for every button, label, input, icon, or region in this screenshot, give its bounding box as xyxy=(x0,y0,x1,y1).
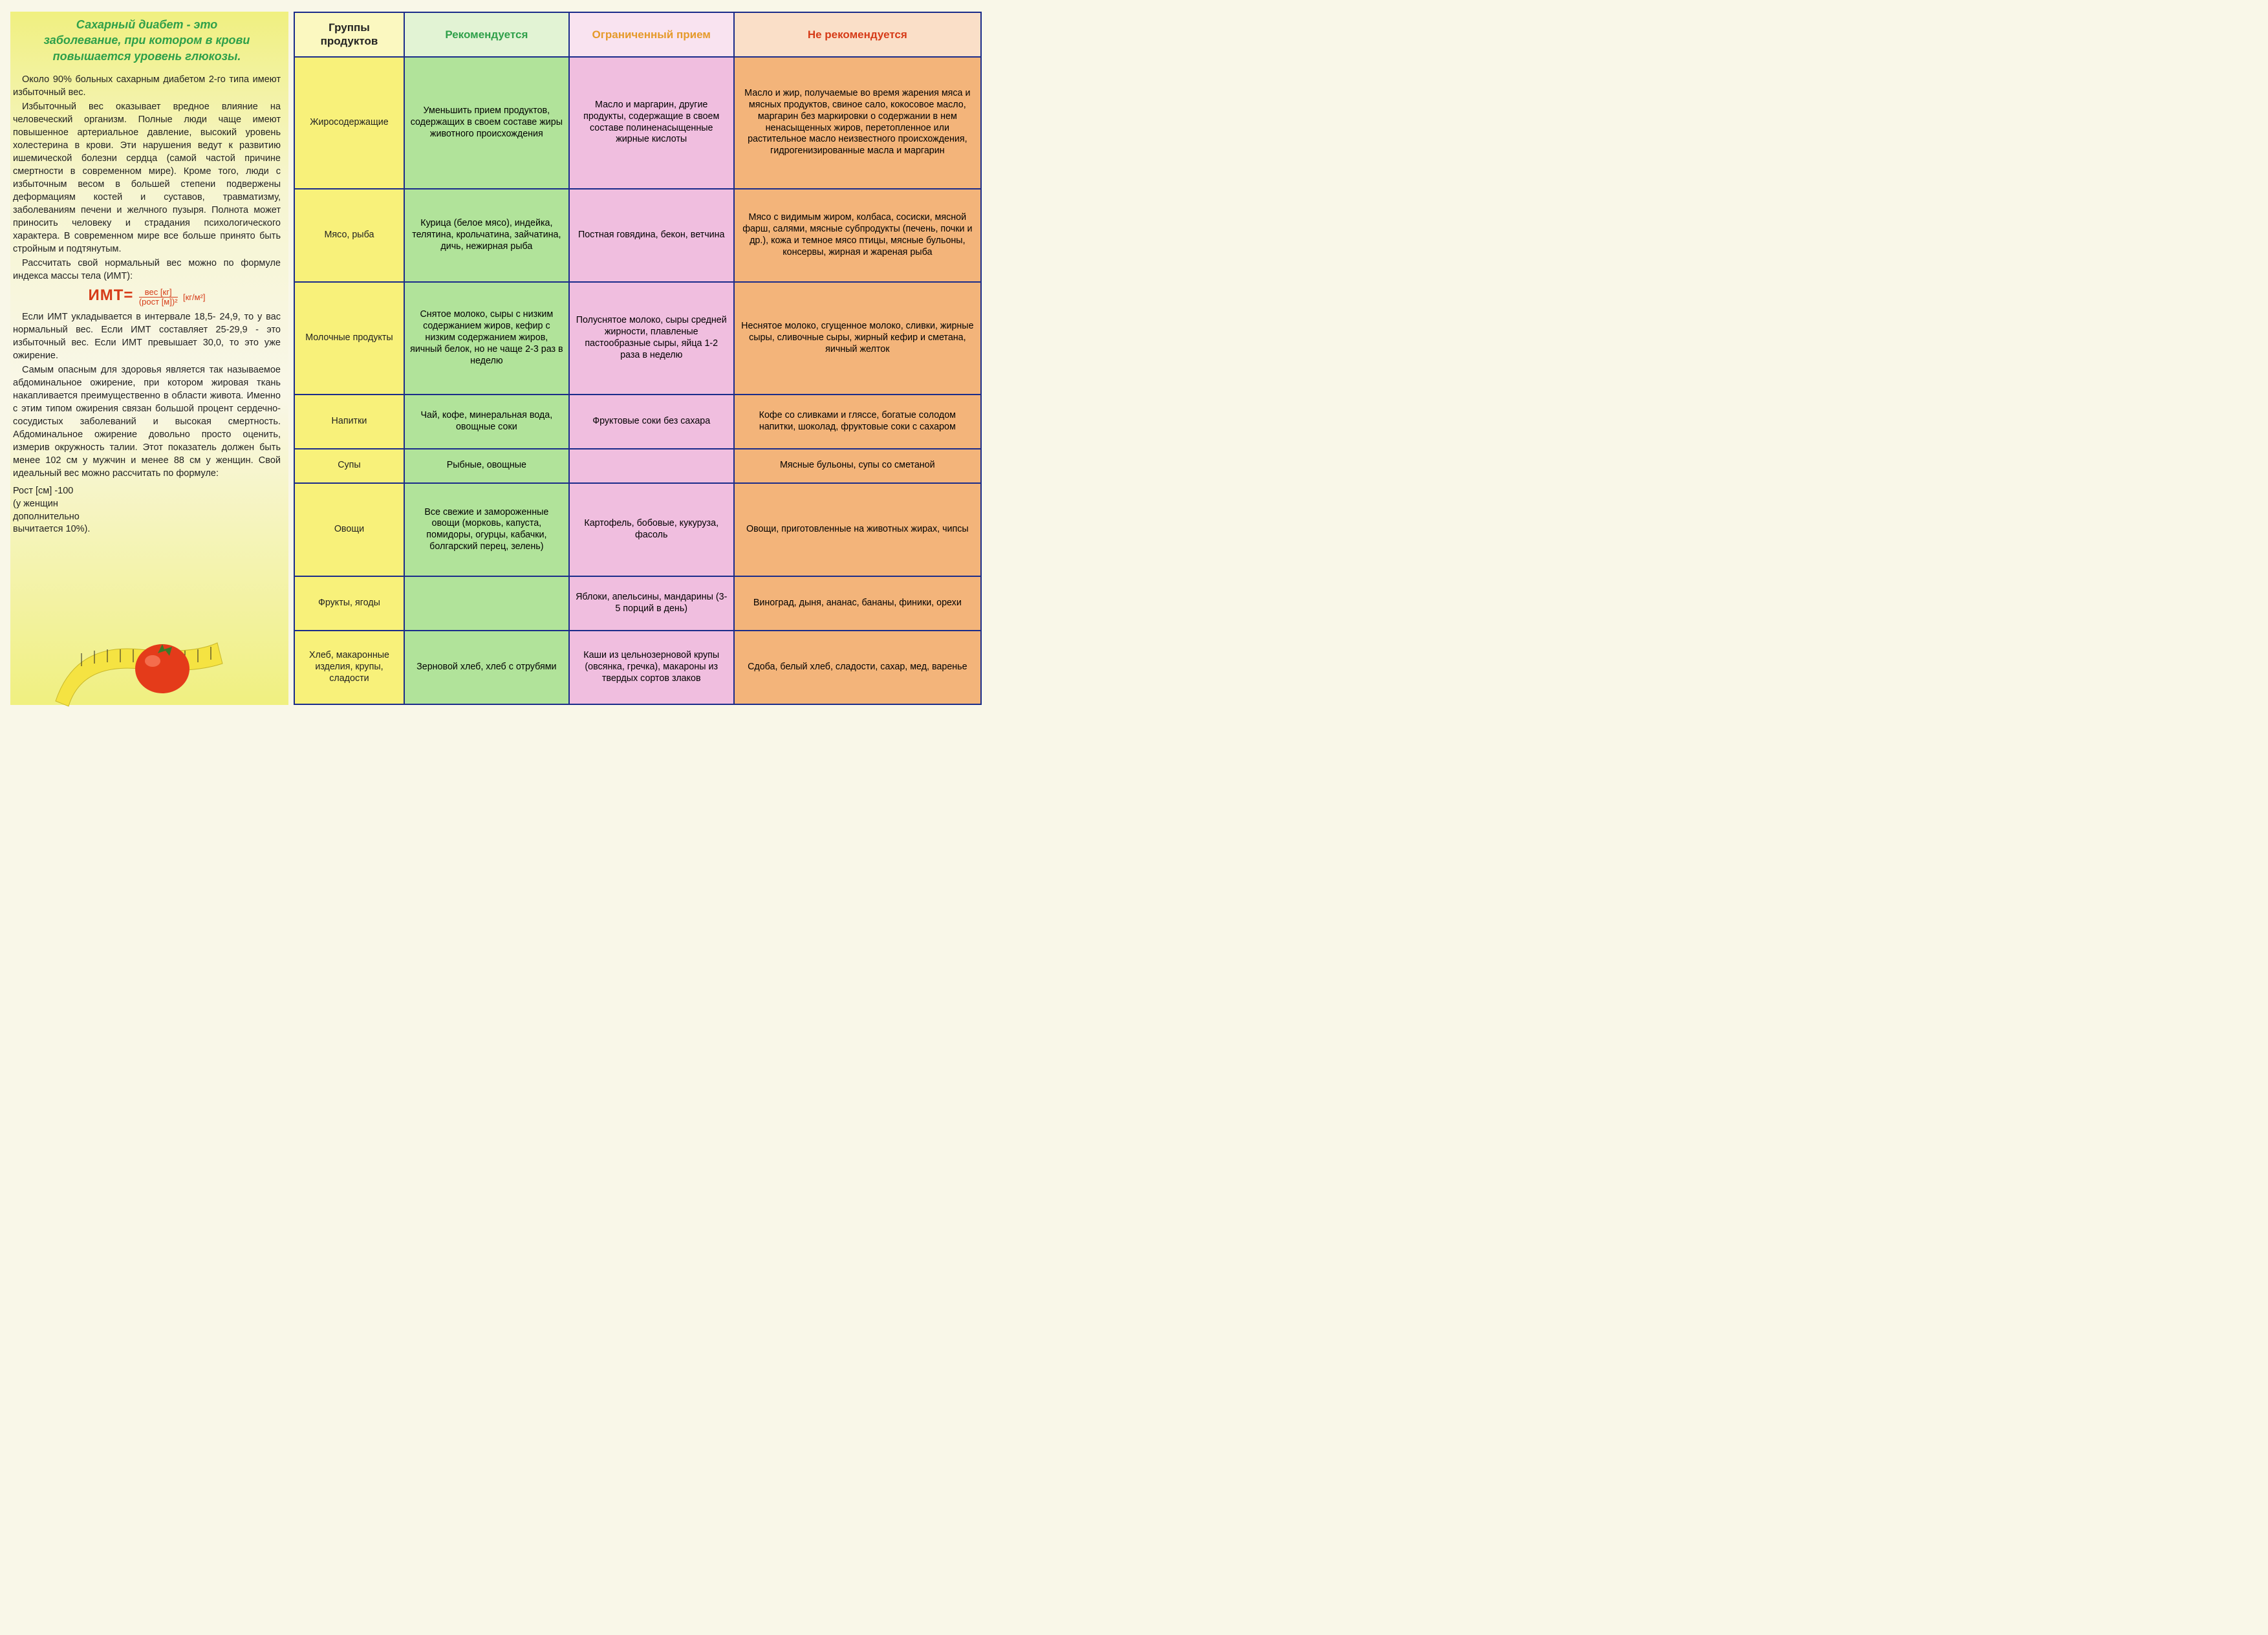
table-row: Фрукты, ягоды Яблоки, апельсины, мандарин… xyxy=(294,576,981,631)
formula-numerator: вес [кг] xyxy=(139,288,178,298)
table-row: НапиткиЧай, кофе, минеральная вода, овощ… xyxy=(294,395,981,449)
header-recommended: Рекомендуется xyxy=(404,12,569,57)
cell-not: Неснятое молоко, сгущенное молоко, сливк… xyxy=(734,282,981,395)
cell-rec: Все свежие и замороженные овощи (морковь… xyxy=(404,483,569,576)
cell-rec: Уменьшить прием продуктов, содержащих в … xyxy=(404,57,569,189)
cell-not: Овощи, приготовленные на животных жирах,… xyxy=(734,483,981,576)
cell-lim: Постная говядина, бекон, ветчина xyxy=(569,189,734,282)
ideal-weight: Рост [см] -100 (у женщин дополнительно в… xyxy=(13,485,281,536)
table-row: ЖиросодержащиеУменьшить прием продуктов,… xyxy=(294,57,981,189)
cell-not: Мясные бульоны, супы со сметаной xyxy=(734,449,981,484)
cell-rec: Чай, кофе, минеральная вода, овощные сок… xyxy=(404,395,569,449)
paragraph: Избыточный вес оказывает вредное влияние… xyxy=(13,100,281,255)
cell-group: Молочные продукты xyxy=(294,282,404,395)
ideal-line: Рост [см] -100 xyxy=(13,486,73,496)
right-column: Группы продуктов Рекомендуется Ограничен… xyxy=(288,12,982,705)
cell-group: Овощи xyxy=(294,483,404,576)
left-column: Сахарный диабет - это заболевание, при к… xyxy=(10,12,288,705)
paragraph: Если ИМТ укладывается в интервале 18,5- … xyxy=(13,310,281,362)
cell-not: Мясо с видимым жиром, колбаса, сосиски, … xyxy=(734,189,981,282)
ideal-line: вычитается 10%). xyxy=(13,524,90,534)
tomato-tape-icon xyxy=(49,604,269,708)
table-body: ЖиросодержащиеУменьшить прием продуктов,… xyxy=(294,57,981,705)
title-line: повышается уровень глюкозы. xyxy=(53,50,241,63)
paragraph: Самым опасным для здоровья является так … xyxy=(13,363,281,480)
cell-group: Хлеб, макаронные изделия, крупы, сладост… xyxy=(294,631,404,704)
header-group: Группы продуктов xyxy=(294,12,404,57)
paragraph: Около 90% больных сахарным диабетом 2-го… xyxy=(13,73,281,99)
header-not-recommended: Не рекомендуется xyxy=(734,12,981,57)
formula-denominator: (рост [м])² xyxy=(139,298,178,307)
formula-unit: [кг/м²] xyxy=(183,292,206,302)
cell-group: Фрукты, ягоды xyxy=(294,576,404,631)
table-header-row: Группы продуктов Рекомендуется Ограничен… xyxy=(294,12,981,57)
ideal-line: дополнительно xyxy=(13,512,80,522)
cell-group: Жиросодержащие xyxy=(294,57,404,189)
table-row: ОвощиВсе свежие и замороженные овощи (мо… xyxy=(294,483,981,576)
bmi-formula: ИМТ= вес [кг] (рост [м])² [кг/м²] xyxy=(13,287,281,307)
cell-lim: Каши из цельнозерновой крупы (овсянка, г… xyxy=(569,631,734,704)
table-row: СупыРыбные, овощные Мясные бульоны, супы … xyxy=(294,449,981,484)
table-row: Хлеб, макаронные изделия, крупы, сладост… xyxy=(294,631,981,704)
cell-lim: Полуснятое молоко, сыры средней жирности… xyxy=(569,282,734,395)
cell-lim: Фруктовые соки без сахара xyxy=(569,395,734,449)
cell-rec: Рыбные, овощные xyxy=(404,449,569,484)
title-line: Сахарный диабет - это xyxy=(76,18,217,31)
paragraph: Рассчитать свой нормальный вес можно по … xyxy=(13,257,281,283)
cell-group: Напитки xyxy=(294,395,404,449)
food-groups-table: Группы продуктов Рекомендуется Ограничен… xyxy=(294,12,982,705)
intro-text: Около 90% больных сахарным диабетом 2-го… xyxy=(13,73,281,283)
header-limited: Ограниченный прием xyxy=(569,12,734,57)
ideal-line: (у женщин xyxy=(13,499,58,509)
cell-rec: Курица (белое мясо), индейка, телятина, … xyxy=(404,189,569,282)
bmi-explanation: Если ИМТ укладывается в интервале 18,5- … xyxy=(13,310,281,480)
table-row: Мясо, рыбаКурица (белое мясо), индейка, … xyxy=(294,189,981,282)
cell-rec: Зерновой хлеб, хлеб с отрубями xyxy=(404,631,569,704)
cell-not: Виноград, дыня, ананас, бананы, финики, … xyxy=(734,576,981,631)
cell-group: Супы xyxy=(294,449,404,484)
cell-rec: Снятое молоко, сыры с низким содержанием… xyxy=(404,282,569,395)
cell-rec xyxy=(404,576,569,631)
cell-not: Сдоба, белый хлеб, сладости, сахар, мед,… xyxy=(734,631,981,704)
cell-not: Кофе со сливками и гляссе, богатые солод… xyxy=(734,395,981,449)
cell-lim: Яблоки, апельсины, мандарины (3-5 порций… xyxy=(569,576,734,631)
cell-lim: Масло и маргарин, другие продукты, содер… xyxy=(569,57,734,189)
cell-group: Мясо, рыба xyxy=(294,189,404,282)
cell-lim: Картофель, бобовые, кукуруза, фасоль xyxy=(569,483,734,576)
formula-label: ИМТ= xyxy=(88,287,133,304)
formula-fraction: вес [кг] (рост [м])² xyxy=(139,288,178,307)
main-title: Сахарный диабет - это заболевание, при к… xyxy=(13,17,281,64)
cell-lim xyxy=(569,449,734,484)
title-line: заболевание, при котором в крови xyxy=(44,34,250,47)
cell-not: Масло и жир, получаемые во время жарения… xyxy=(734,57,981,189)
table-row: Молочные продуктыСнятое молоко, сыры с н… xyxy=(294,282,981,395)
